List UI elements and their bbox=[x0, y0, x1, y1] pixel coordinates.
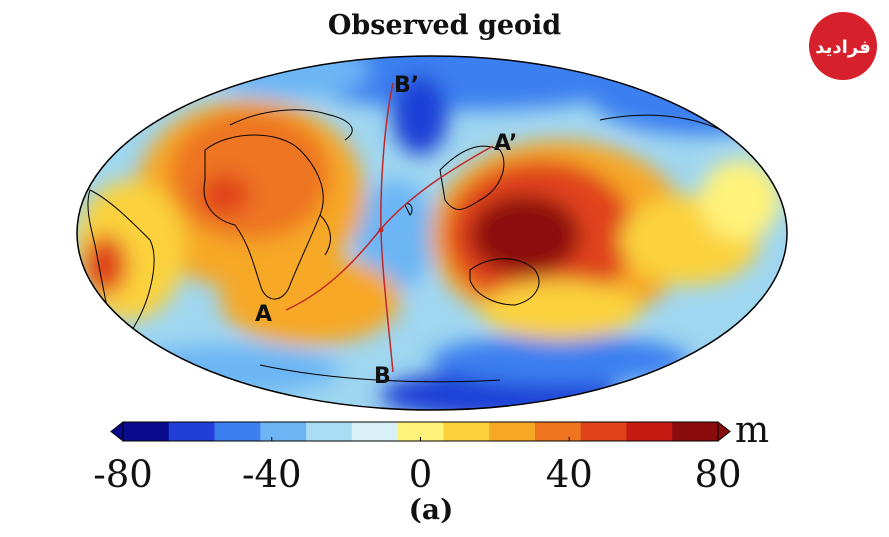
colorbar-segment bbox=[123, 422, 170, 441]
profile-intersection bbox=[378, 227, 384, 233]
logo: فرادید bbox=[809, 12, 877, 80]
colorbar-segment bbox=[626, 422, 673, 441]
colorbar-segment bbox=[443, 422, 490, 441]
globe-outline bbox=[76, 55, 788, 411]
colorbar: -80 -40 0 40 80 bbox=[93, 420, 742, 496]
colorbar-segment bbox=[351, 422, 399, 441]
colorbar-segment bbox=[306, 422, 353, 441]
colorbar-segment bbox=[534, 422, 582, 441]
colorbar-unit: m bbox=[735, 410, 769, 451]
colorbar-segment bbox=[260, 422, 307, 441]
point-a-label: A bbox=[255, 302, 272, 327]
panel-label: (a) bbox=[408, 493, 454, 526]
colorbar-segment bbox=[168, 422, 216, 441]
colorbar-tick-label: 40 bbox=[546, 453, 593, 496]
colorbar-segment bbox=[489, 422, 536, 441]
colorbar-segment bbox=[672, 422, 719, 441]
geoid-field bbox=[77, 56, 787, 410]
colorbar-min-arrow bbox=[110, 420, 124, 443]
colorbar-tick-label: 0 bbox=[409, 453, 433, 496]
colorbar-segment bbox=[580, 422, 627, 441]
colorbar-tick-label: -80 bbox=[93, 453, 153, 496]
profile-lines bbox=[285, 82, 494, 373]
colorbar-tick-label: -40 bbox=[242, 453, 302, 496]
map-title: Observed geoid bbox=[327, 10, 562, 41]
logo-text: فرادید bbox=[815, 37, 871, 58]
colorbar-tick-label: 80 bbox=[694, 453, 741, 496]
colorbar-segment bbox=[397, 422, 444, 441]
point-a-prime-label: A’ bbox=[494, 131, 517, 156]
point-b-label: B bbox=[374, 364, 391, 389]
colorbar-max-arrow bbox=[717, 420, 731, 443]
point-b-prime-label: B’ bbox=[394, 73, 419, 98]
colorbar-segment bbox=[214, 422, 261, 441]
